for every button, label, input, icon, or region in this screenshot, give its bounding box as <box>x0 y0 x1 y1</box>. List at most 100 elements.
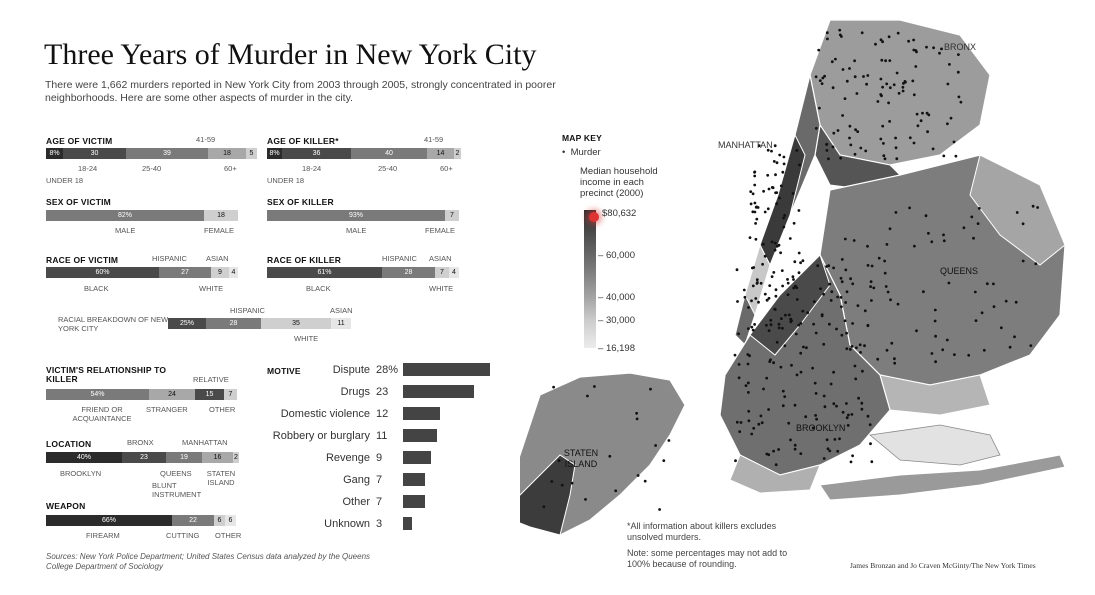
map-key-murder-label: Murder <box>570 147 601 158</box>
jamaica-bay-islands <box>869 424 1001 466</box>
relationship-label-friend: FRIEND OR ACQUAINTANCE <box>72 405 132 423</box>
location-bar: 40% 23 19 16 2 <box>46 452 239 463</box>
motive-bar-2 <box>403 407 440 420</box>
motive-bar-5 <box>403 473 425 486</box>
motive-value-1: 23 <box>376 386 389 398</box>
map-label-queens: QUEENS <box>940 266 979 276</box>
income-tick-60000: – 60,000 <box>598 250 635 261</box>
racial-breakdown-seg-1: 25% <box>168 318 206 329</box>
motive-heading: MOTIVE <box>267 366 301 376</box>
race-killer-label-white: WHITE <box>429 284 454 293</box>
sex-victim-seg-male: 82% <box>46 210 204 221</box>
rockaway-area <box>819 454 1066 501</box>
age-killer-seg-41-59: 14 <box>427 148 454 159</box>
killers-footnote: *All information about killers excludes … <box>627 521 777 542</box>
motive-value-7: 3 <box>376 518 383 530</box>
income-scale-bar <box>584 210 596 348</box>
motive-label-4: Revenge <box>325 452 370 464</box>
race-victim-seg-white: 9 <box>211 267 229 278</box>
location-label-manhattan: MANHATTAN <box>182 438 228 447</box>
location-label-bronx: BRONX <box>127 438 154 447</box>
race-killer-label-hispanic: HISPANIC <box>382 254 417 263</box>
weapon-label-firearm: FIREARM <box>86 531 120 540</box>
location-label-queens: QUEENS <box>160 469 192 478</box>
income-tick-30000: – 30,000 <box>598 315 635 326</box>
age-victim-label-41-59: 41-59 <box>196 135 216 144</box>
race-victim-seg-black: 60% <box>46 267 159 278</box>
motive-value-0: 28% <box>376 364 399 376</box>
sex-killer-seg-male: 93% <box>267 210 445 221</box>
age-victim-seg-under18: 8% <box>46 148 63 159</box>
age-killer-seg-25-40: 40 <box>351 148 427 159</box>
map-key-murder: • Murder <box>562 147 601 158</box>
race-victim-label-white: WHITE <box>199 284 224 293</box>
rounding-footnote: Note: some percentages may not add to 10… <box>627 548 788 569</box>
age-killer-label-60plus: 60+ <box>440 164 453 173</box>
race-victim-bar: 60% 27 9 4 <box>46 267 238 278</box>
age-victim-bar: 8% 30 39 18 5 <box>46 148 257 159</box>
relationship-label-relative: RELATIVE <box>193 375 229 384</box>
murder-dot-icon: • <box>562 147 566 158</box>
motive-value-4: 9 <box>376 452 383 464</box>
motive-bar-1 <box>403 385 474 398</box>
age-victim-seg-60plus: 5 <box>246 148 257 159</box>
motive-value-2: 12 <box>376 408 389 420</box>
location-label-brooklyn: BROOKLYN <box>60 469 102 478</box>
sources-note: Sources: New York Police Department; Uni… <box>46 552 371 571</box>
age-killer-label-25-40: 25-40 <box>378 164 398 173</box>
race-killer-heading: RACE OF KILLER <box>267 255 342 265</box>
age-victim-label-under18: UNDER 18 <box>46 176 84 185</box>
map-key-income-label: Median household income in each precinct… <box>580 166 658 199</box>
weapon-seg-cutting: 6 <box>214 515 225 526</box>
location-seg-bronx: 23 <box>122 452 166 463</box>
age-killer-label-41-59: 41-59 <box>424 135 444 144</box>
age-victim-seg-25-40: 39 <box>126 148 208 159</box>
race-killer-label-asian: ASIAN <box>429 254 452 263</box>
age-killer-seg-18-24: 36 <box>282 148 351 159</box>
manhattan-upper <box>759 133 806 267</box>
motive-value-6: 7 <box>376 496 383 508</box>
sex-killer-label-male: MALE <box>346 226 367 235</box>
sex-victim-heading: SEX OF VICTIM <box>46 197 111 207</box>
relationship-heading: VICTIM'S RELATIONSHIP TO KILLER <box>46 365 167 384</box>
brooklyn-south <box>729 454 821 494</box>
location-heading: LOCATION <box>46 439 92 449</box>
race-killer-seg-white: 7 <box>435 267 449 278</box>
race-killer-label-black: BLACK <box>306 284 331 293</box>
motive-bar-3 <box>403 429 437 442</box>
motive-bar-7 <box>403 517 412 530</box>
age-victim-label-60plus: 60+ <box>224 164 237 173</box>
relationship-label-other: OTHER <box>209 405 236 414</box>
racial-breakdown-seg-4: 11 <box>331 318 351 329</box>
motive-label-2: Domestic violence <box>280 408 370 420</box>
location-seg-manhattan: 16 <box>202 452 233 463</box>
weapon-label-cutting: CUTTING <box>166 531 200 540</box>
weapon-seg-other: 6 <box>225 515 236 526</box>
motive-bar-0 <box>403 363 490 376</box>
sex-victim-label-male: MALE <box>115 226 136 235</box>
motive-label-1: Drugs <box>340 386 370 398</box>
sex-victim-seg-female: 18 <box>204 210 238 221</box>
weapon-seg-blunt: 22 <box>172 515 214 526</box>
age-victim-seg-41-59: 18 <box>208 148 246 159</box>
race-killer-seg-hispanic: 28 <box>382 267 435 278</box>
age-victim-label-18-24: 18-24 <box>78 164 98 173</box>
sex-victim-bar: 82% 18 <box>46 210 238 221</box>
income-tick-40000: – 40,000 <box>598 292 635 303</box>
location-seg-brooklyn: 40% <box>46 452 122 463</box>
brooklyn-area <box>719 253 891 476</box>
sex-killer-bar: 93% 7 <box>267 210 459 221</box>
age-killer-heading: AGE OF KILLER* <box>267 136 339 146</box>
age-killer-seg-under18: 8% <box>267 148 282 159</box>
race-victim-heading: RACE OF VICTIM <box>46 255 119 265</box>
page-subtitle: There were 1,662 murders reported in New… <box>45 79 556 104</box>
map-label-bronx: BRONX <box>944 42 977 52</box>
racial-breakdown-heading: RACIAL BREAKDOWN OF NEW YORK CITY <box>58 315 169 333</box>
age-victim-seg-18-24: 30 <box>63 148 126 159</box>
weapon-label-blunt: BLUNT INSTRUMENT <box>152 481 202 499</box>
location-seg-queens: 19 <box>166 452 202 463</box>
motive-label-5: Gang <box>343 474 370 486</box>
page-title: Three Years of Murder in New York City <box>44 38 537 71</box>
age-victim-heading: AGE OF VICTIM <box>46 136 113 146</box>
relationship-seg-other: 7 <box>224 389 237 400</box>
